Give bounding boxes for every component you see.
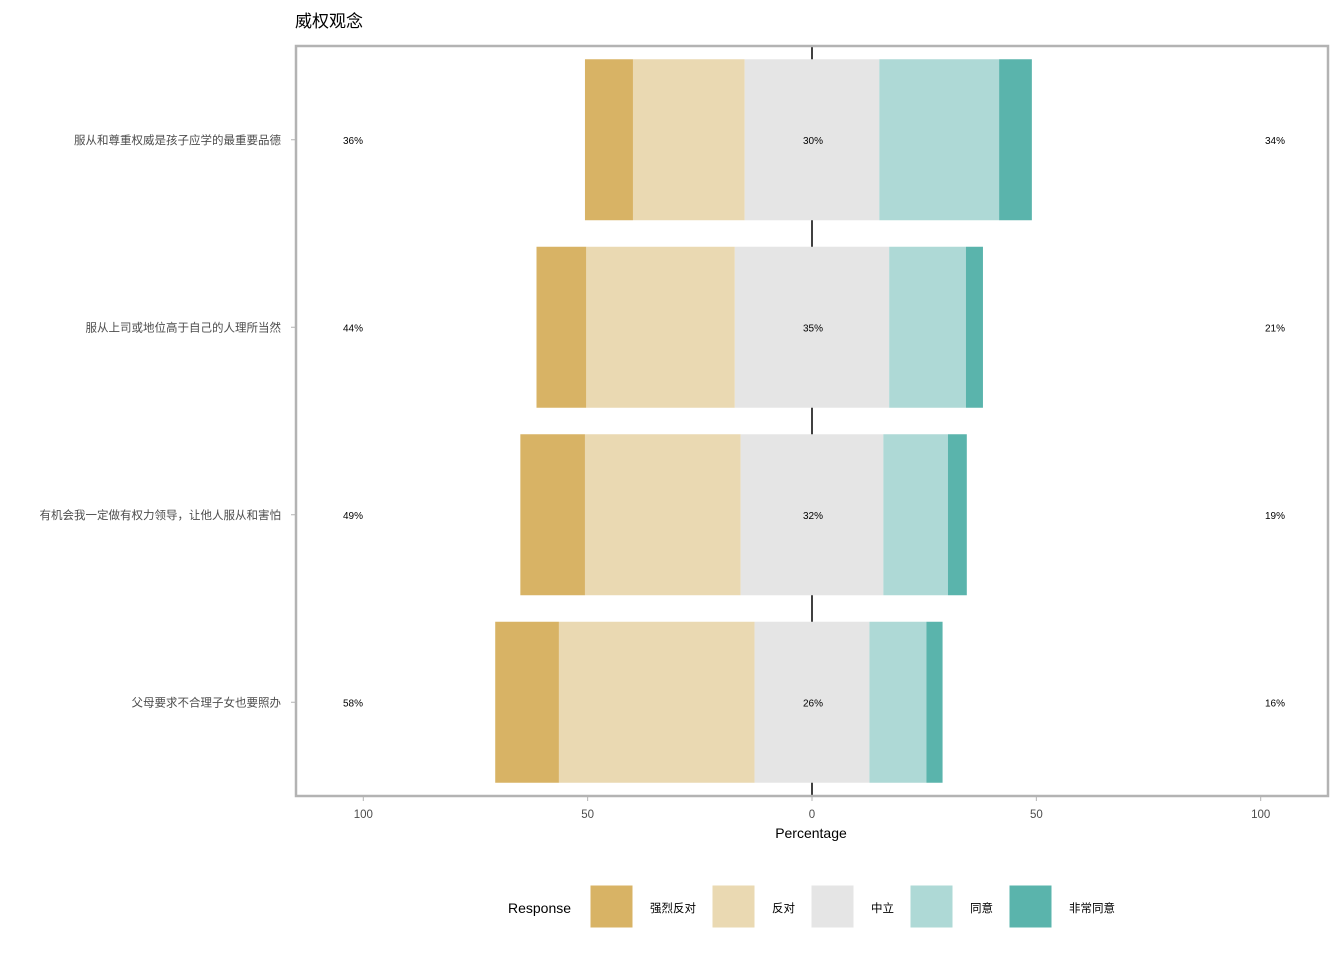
x-tick-label: 100	[354, 809, 373, 821]
legend-swatch	[711, 884, 756, 929]
bar-segment-4	[883, 434, 948, 596]
right-percent-label: 21%	[1265, 323, 1285, 334]
x-axis-title: Percentage	[775, 825, 847, 841]
bar-segment-3	[744, 59, 880, 221]
x-tick-label: 0	[809, 809, 815, 821]
left-percent-label: 36%	[343, 136, 363, 147]
legend-label: 中立	[871, 901, 894, 915]
center-percent-label: 35%	[803, 323, 823, 334]
right-percent-label: 34%	[1265, 136, 1285, 147]
bar-segment-2	[586, 246, 735, 408]
left-percent-label: 44%	[343, 323, 363, 334]
right-percent-label: 19%	[1265, 511, 1285, 522]
bar-segment-5	[965, 246, 983, 408]
legend-swatch	[909, 884, 954, 929]
chart-title: 威权观念	[295, 11, 363, 32]
x-tick-label: 50	[1030, 809, 1043, 821]
bar-segment-5	[926, 621, 943, 783]
legend-label: 反对	[772, 901, 795, 915]
left-percent-label: 58%	[343, 698, 363, 709]
bar-segment-1	[584, 59, 633, 221]
legend-swatch	[810, 884, 855, 929]
legend-label: 同意	[970, 901, 993, 915]
legend-label: 非常同意	[1069, 901, 1115, 915]
bar-segment-2	[558, 621, 755, 783]
left-percent-label: 49%	[343, 511, 363, 522]
center-percent-label: 26%	[803, 698, 823, 709]
y-tick-label: 父母要求不合理子女也要照办	[132, 695, 282, 709]
x-tick-label: 50	[581, 809, 594, 821]
bar-segment-1	[520, 434, 585, 596]
y-tick-label: 有机会我一定做有权力领导，让他人服从和害怕	[40, 508, 282, 522]
right-percent-label: 16%	[1265, 698, 1285, 709]
bar-segment-2	[632, 59, 745, 221]
x-tick-label: 100	[1251, 809, 1270, 821]
bar-segment-1	[536, 246, 587, 408]
center-percent-label: 30%	[803, 136, 823, 147]
bar-segment-4	[889, 246, 966, 408]
legend: Response 强烈反对 反对 中立 同意 非常同意	[508, 884, 1115, 929]
y-tick-label: 服从上司或地位高于自己的人理所当然	[86, 320, 282, 334]
legend-swatch	[1008, 884, 1053, 929]
bar-segment-1	[495, 621, 559, 783]
legend-label: 强烈反对	[650, 901, 696, 915]
bar-segment-5	[999, 59, 1032, 221]
y-tick-label: 服从和尊重权威是孩子应学的最重要品德	[74, 133, 281, 147]
bar-segment-4	[879, 59, 1000, 221]
legend-swatch	[589, 884, 634, 929]
bar-segment-2	[584, 434, 741, 596]
bar-segment-5	[947, 434, 967, 596]
center-percent-label: 32%	[803, 511, 823, 522]
bar-segment-4	[869, 621, 927, 783]
bar-segment-3	[740, 434, 884, 596]
bar-segment-3	[754, 621, 870, 783]
legend-title: Response	[508, 900, 571, 916]
bar-segment-3	[734, 246, 890, 408]
